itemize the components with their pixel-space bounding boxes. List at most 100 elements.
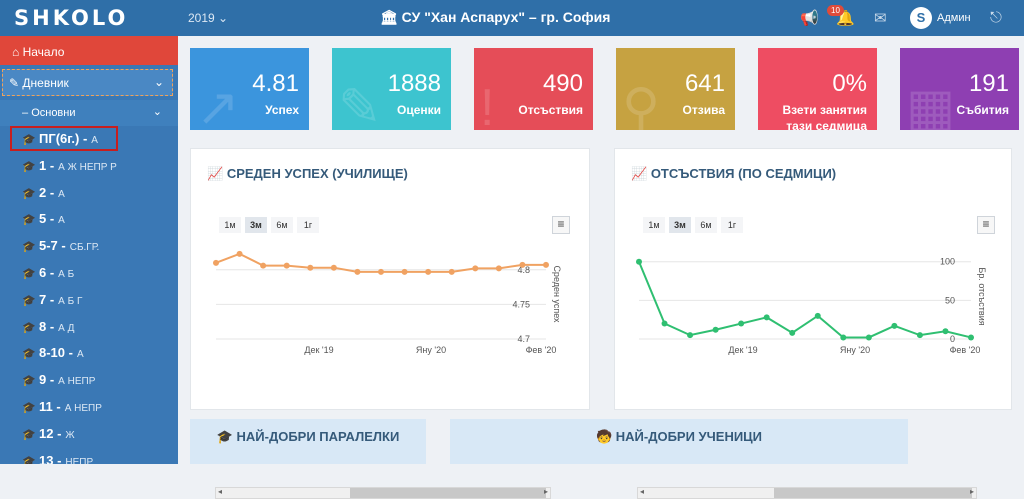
sidebar-home-label: Начало [22,45,65,59]
best-classes-panel: 🎓 НАЙ-ДОБРИ ПАРАЛЕЛКИ [190,419,426,464]
best-classes-title: НАЙ-ДОБРИ ПАРАЛЕЛКИ [236,429,400,444]
data-point[interactable] [330,264,337,271]
class-name: 5 - [39,211,55,227]
data-point[interactable] [401,268,408,275]
data-point[interactable] [519,261,526,268]
data-point[interactable] [763,314,770,321]
sidebar-class-item[interactable]: 🎓 11 -А НЕПР [0,394,178,421]
data-point[interactable] [213,259,219,266]
data-point[interactable] [942,328,949,335]
range-3m[interactable]: 3м [669,217,691,233]
range-6m[interactable]: 6м [271,217,293,233]
sidebar-class-item[interactable]: 🎓 ПГ(6г.) -А [0,126,178,153]
sidebar-class-item[interactable]: 🎓 9 -А НЕПР [0,367,178,394]
success-chart-scrollbar[interactable]: ◂ ▸ [215,487,551,499]
class-name: 6 - [39,264,55,280]
sidebar-class-item[interactable]: 🎓 5 -А [0,206,178,233]
sidebar-class-item[interactable]: 🎓 12 -Ж [0,421,178,448]
envelope-icon[interactable]: ✉ [874,10,887,27]
sidebar-class-item[interactable]: 🎓 8-10 -А [0,340,178,367]
scrollbar-thumb[interactable] [350,488,546,498]
sidebar-class-item[interactable]: 🎓 13 - НЕПР [0,448,178,464]
data-point[interactable] [378,268,384,275]
stat-card[interactable]: 0% Взети занятия тази седмица [758,48,877,130]
stat-value: 490 [542,70,583,97]
range-1m[interactable]: 1м [643,217,665,233]
class-sections: СБ.ГР. [69,242,100,254]
data-point[interactable] [687,332,694,339]
chart-menu-button[interactable]: ≡ [977,216,995,234]
school-name: СУ "Хан Аспарух" – гр. София [401,9,611,25]
absence-panel-title: 📈 ОТСЪСТВИЯ (ПО СЕДМИЦИ) [631,166,836,182]
data-point[interactable] [354,268,361,275]
data-point[interactable] [968,334,974,341]
data-point[interactable] [661,320,668,327]
sidebar-item-home[interactable]: ⌂ Начало [0,36,178,65]
sidebar-class-item[interactable]: 🎓 5-7 - СБ.ГР. [0,233,178,260]
success-panel: 📈 СРЕДЕН УСПЕХ (УЧИЛИЩЕ) 1м 3м 6м 1г ≡ 4… [190,148,590,499]
data-point[interactable] [283,262,290,269]
data-point[interactable] [472,265,479,272]
chart-menu-button[interactable]: ≡ [552,216,570,234]
data-point[interactable] [814,312,821,319]
logout-icon[interactable]: ⎋ [990,9,1002,26]
minus-icon: – [22,107,32,119]
class-sections: А [91,135,98,146]
data-point[interactable] [260,262,267,269]
stat-card[interactable]: ! 490 Отсъствия [474,48,593,130]
sidebar-class-item[interactable]: 🎓 1 -А Ж НЕПР Р [0,153,178,180]
absence-chart-scrollbar[interactable]: ◂ ▸ [637,487,977,499]
sidebar-class-item[interactable]: 🎓 2 -А [0,180,178,207]
stat-card[interactable]: ↗ 4.81 Успех [190,48,309,130]
stat-card[interactable]: ✎ 1888 Оценки [332,48,451,130]
shkolo-logo[interactable]: SHKOLO [14,6,129,30]
success-title-text: СРЕДЕН УСПЕХ (УЧИЛИЩЕ) [226,166,408,181]
edit-icon: ✎ [9,76,23,90]
megaphone-icon[interactable]: 📢 [800,10,819,27]
y-tick-label: 0 [950,334,955,344]
range-1m[interactable]: 1м [219,217,241,233]
stat-value: 641 [684,70,725,97]
range-1y[interactable]: 1г [297,217,319,233]
year-selector[interactable]: 2019 ⌄ [188,11,229,25]
data-point[interactable] [495,265,502,272]
avatar[interactable]: S [910,7,932,29]
data-point[interactable] [236,250,243,257]
class-sections: А Д [58,322,75,334]
scrollbar-thumb[interactable] [774,488,972,498]
data-point[interactable] [865,334,872,341]
data-point[interactable] [840,334,847,341]
range-6m[interactable]: 6м [695,217,717,233]
range-3m[interactable]: 3м [245,217,267,233]
data-point[interactable] [891,322,898,329]
sidebar-class-item[interactable]: 🎓 8 -А Д [0,314,178,341]
data-point[interactable] [543,261,549,268]
user-name[interactable]: Админ [937,12,971,24]
graduation-cap-icon: 🎓 [22,134,36,146]
stat-card[interactable]: ▦ 191 Събития [900,48,1019,130]
data-point[interactable] [425,268,432,275]
data-point[interactable] [916,332,923,339]
series-line [638,261,972,339]
data-point[interactable] [712,326,719,333]
selected-highlight [10,126,118,151]
stat-card[interactable]: ⚲ 641 Отзива [616,48,735,130]
class-sections: А [58,215,65,227]
data-point[interactable] [636,258,642,265]
class-name: 2 - [39,184,55,200]
graduation-cap-icon: 🎓 [22,294,36,307]
data-point[interactable] [307,264,314,271]
data-point[interactable] [738,320,745,327]
sidebar-class-item[interactable]: 🎓 7 -А Б Г [0,287,178,314]
class-list: 🎓 ПГ(6г.) - А 🎓 1 -А Ж НЕПР Р 🎓 2 - А 🎓 5 - А 🎓 5-7 … [0,126,178,464]
range-1y[interactable]: 1г [721,217,743,233]
graduation-cap-icon: 🎓 [22,401,36,414]
school-icon: 🏛 [380,9,402,25]
sidebar-class-item[interactable]: 🎓 6 -А Б [0,260,178,287]
data-point[interactable] [448,268,455,275]
data-point[interactable] [789,329,796,336]
success-range-buttons: 1м 3м 6м 1г [219,217,319,233]
sidebar-item-diary[interactable]: ✎ Дневник ⌄ [2,69,173,96]
sidebar-item-osnovni[interactable]: – Основни ⌄ [0,100,178,126]
class-name: 9 - [39,372,55,388]
